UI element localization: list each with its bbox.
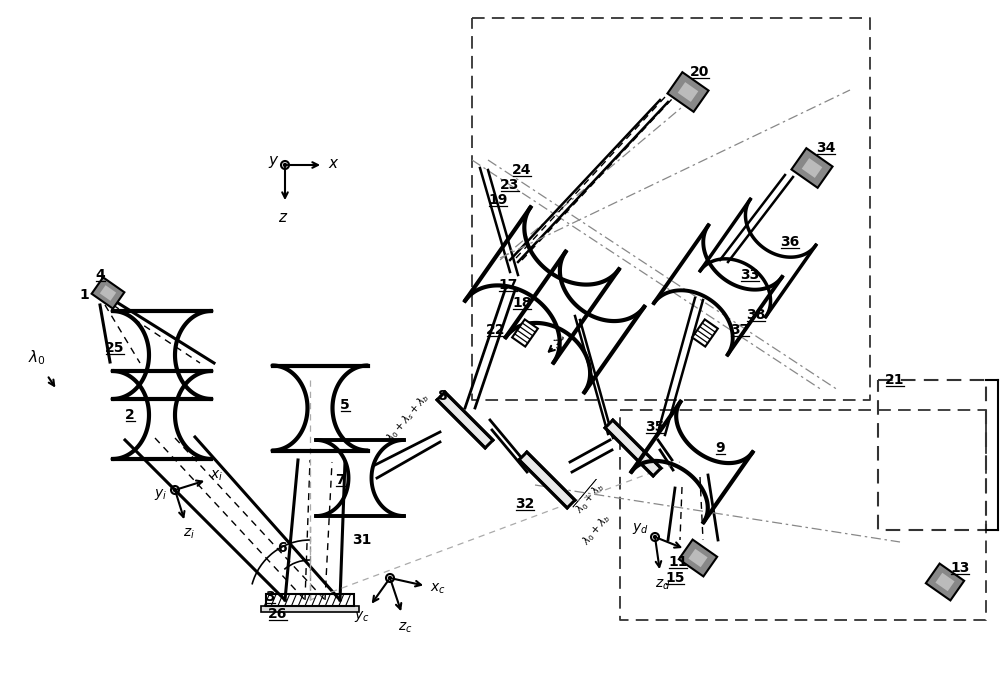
Text: 9: 9 [715, 441, 725, 455]
Bar [266, 594, 354, 606]
Polygon shape [791, 148, 833, 188]
Text: 31: 31 [352, 533, 372, 547]
Text: $y_d$: $y_d$ [632, 522, 648, 536]
Polygon shape [679, 540, 717, 577]
Text: 15: 15 [665, 571, 685, 585]
Text: 26: 26 [268, 607, 288, 621]
Text: $y_i$: $y_i$ [154, 487, 168, 502]
Text: 38: 38 [746, 308, 766, 322]
Polygon shape [692, 319, 718, 346]
Text: 1: 1 [79, 288, 89, 302]
Text: 18: 18 [512, 296, 532, 310]
Text: 5: 5 [340, 398, 350, 412]
Text: $\lambda_s$: $\lambda_s$ [548, 333, 569, 354]
Text: 6: 6 [277, 541, 287, 555]
Text: 11: 11 [668, 555, 688, 569]
Text: $\lambda_0$: $\lambda_0$ [28, 348, 46, 367]
Text: 35: 35 [645, 420, 665, 434]
Text: 24: 24 [512, 163, 532, 177]
Text: x: x [328, 155, 338, 170]
Polygon shape [512, 319, 538, 346]
Polygon shape [678, 82, 698, 102]
Text: $\lambda_0+\lambda_s+\lambda_b$: $\lambda_0+\lambda_s+\lambda_b$ [384, 391, 432, 446]
Text: 3: 3 [265, 590, 275, 604]
Polygon shape [688, 549, 708, 567]
Polygon shape [802, 158, 822, 178]
Polygon shape [92, 277, 124, 308]
Text: 21: 21 [885, 373, 905, 387]
Polygon shape [437, 392, 493, 448]
Text: $z_d$: $z_d$ [655, 578, 671, 593]
Text: 34: 34 [816, 141, 836, 155]
Text: 36: 36 [780, 235, 800, 249]
Circle shape [388, 577, 392, 579]
Text: 20: 20 [690, 65, 710, 79]
Text: 13: 13 [950, 561, 970, 575]
Circle shape [654, 536, 656, 538]
Text: 25: 25 [105, 341, 125, 355]
Polygon shape [935, 573, 955, 591]
Text: $x_i$: $x_i$ [210, 468, 224, 483]
Polygon shape [926, 563, 964, 600]
Text: z: z [278, 209, 286, 225]
Text: 23: 23 [500, 178, 520, 192]
Polygon shape [667, 72, 709, 112]
Text: 7: 7 [335, 473, 345, 487]
Text: $z_i$: $z_i$ [183, 527, 195, 541]
Text: 33: 33 [740, 268, 760, 282]
Text: 17: 17 [498, 278, 518, 292]
Text: $x_d$: $x_d$ [687, 547, 703, 561]
Text: y: y [268, 152, 278, 168]
Text: $\overline{\lambda_0+\lambda_b}$: $\overline{\lambda_0+\lambda_b}$ [572, 477, 608, 516]
Text: 32: 32 [515, 497, 535, 511]
Text: 22: 22 [486, 323, 506, 337]
Circle shape [174, 489, 176, 491]
Bar [261, 606, 359, 612]
Polygon shape [605, 420, 661, 476]
Text: $x_c$: $x_c$ [430, 582, 446, 596]
Text: 8: 8 [437, 389, 447, 403]
Text: 2: 2 [125, 408, 135, 422]
Text: $y_c$: $y_c$ [354, 608, 370, 624]
Text: $z_c$: $z_c$ [398, 621, 412, 635]
Text: $\lambda_0+\lambda_b$: $\lambda_0+\lambda_b$ [579, 511, 613, 548]
Polygon shape [519, 452, 575, 508]
Text: 4: 4 [95, 268, 105, 282]
Text: 37: 37 [730, 323, 750, 337]
Text: 19: 19 [488, 193, 508, 207]
Circle shape [284, 164, 287, 166]
Polygon shape [100, 286, 116, 301]
